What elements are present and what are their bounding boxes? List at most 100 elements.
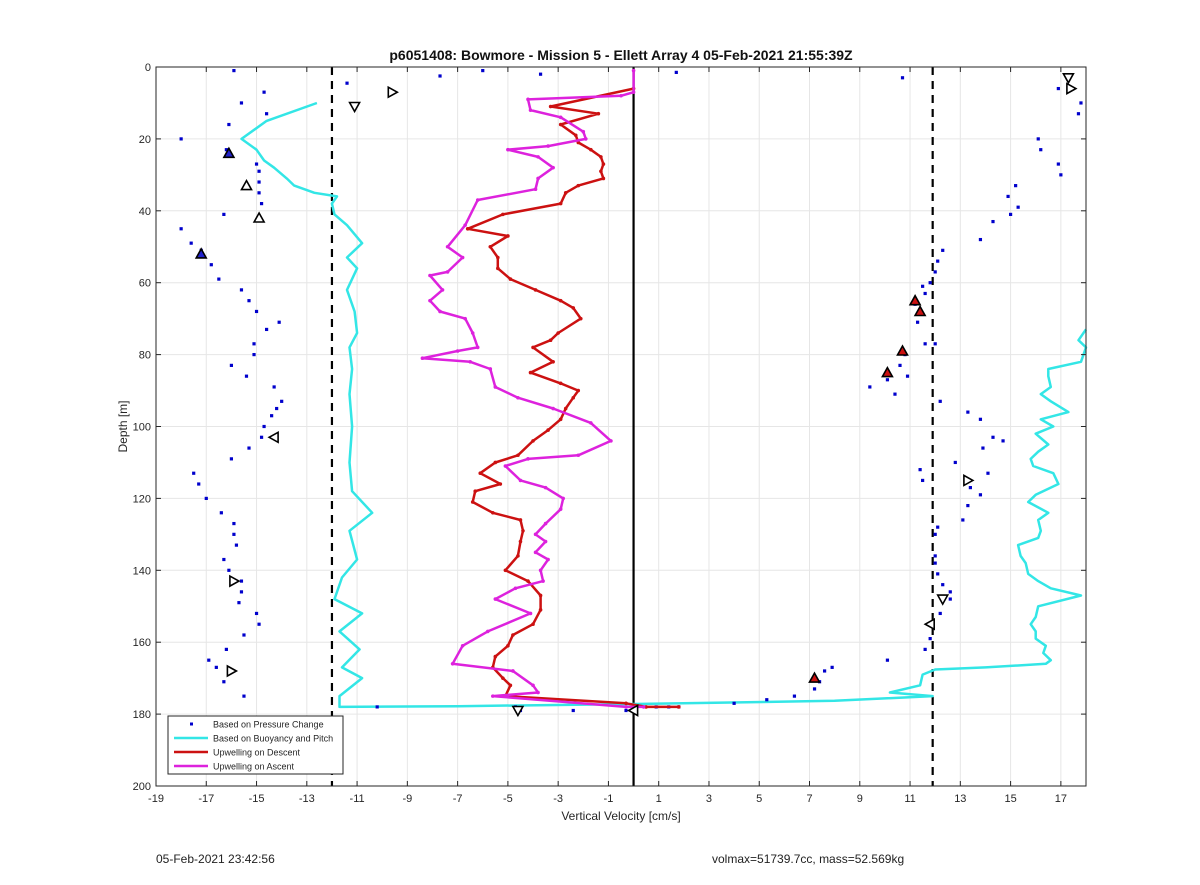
pressure-point [204, 496, 208, 500]
pressure-point [1056, 86, 1060, 91]
series-point [596, 111, 601, 116]
series-point [531, 683, 535, 688]
series-point [475, 198, 480, 202]
pressure-point [936, 259, 940, 263]
triangle-marker [511, 705, 525, 718]
pressure-point [1014, 184, 1018, 188]
pressure-point [921, 478, 925, 483]
pressure-point [254, 162, 259, 166]
pressure-point [209, 263, 213, 267]
pressure-point [252, 353, 256, 357]
pressure-point [948, 597, 952, 601]
pressure-point [224, 647, 228, 651]
pressure-point [242, 694, 246, 698]
pressure-point [900, 76, 905, 80]
series-point [548, 338, 553, 343]
series-point [516, 554, 520, 558]
series-point [493, 385, 498, 389]
series-point [440, 288, 445, 292]
legend-label: Based on Pressure Change [213, 720, 324, 730]
series-point [533, 187, 538, 192]
series-point [516, 453, 520, 458]
pressure-point [948, 590, 952, 594]
pressure-point [571, 708, 575, 713]
pressure-point [933, 342, 937, 346]
series-point [513, 586, 518, 591]
series-point [631, 90, 636, 94]
pressure-point [885, 378, 890, 382]
y-tick-label: 160 [133, 637, 151, 649]
series-point [503, 464, 508, 468]
pressure-point [941, 583, 945, 587]
triangle-marker [1066, 82, 1078, 95]
pressure-point [1076, 112, 1081, 116]
ascent-series [420, 68, 646, 709]
triangle-marker [240, 178, 253, 191]
pressure-point [978, 493, 983, 497]
series-point [538, 608, 543, 612]
pressure-point [227, 568, 231, 572]
series-point [541, 579, 545, 583]
series-point [496, 255, 500, 260]
footer-timestamp: 05-Feb-2021 23:42:56 [156, 852, 275, 866]
series-point [516, 395, 520, 400]
series-point [445, 244, 450, 249]
pressure-point [224, 148, 228, 152]
triangle-marker [387, 85, 399, 99]
x-tick-label: 17 [1055, 793, 1067, 805]
series-point [644, 705, 648, 709]
pressure-point [966, 503, 970, 508]
triangle-marker [226, 664, 239, 678]
pressure-point [928, 281, 932, 285]
legend: Based on Pressure Change Based on Buoyanc… [167, 715, 344, 775]
series-point [511, 669, 515, 673]
triangle-marker [348, 101, 361, 114]
pressure-point [812, 687, 817, 691]
series-point [558, 298, 563, 303]
pressure-point [219, 511, 223, 515]
pressure-point [1006, 194, 1010, 199]
series-point [420, 356, 425, 360]
pressure-point [1016, 205, 1020, 209]
x-tick-label: 15 [1004, 793, 1016, 805]
series-point [556, 331, 560, 335]
x-tick-label: 7 [806, 793, 812, 805]
series-point [601, 176, 606, 181]
pressure-point [222, 557, 226, 562]
series-point [578, 316, 583, 321]
series-layer [179, 68, 1088, 713]
pressure-point [234, 543, 239, 547]
series-point [488, 367, 493, 371]
series-point [491, 694, 495, 698]
x-tick-label: -11 [350, 793, 365, 805]
series-point [619, 93, 623, 98]
pressure-point [254, 611, 259, 616]
x-tick-label: 1 [656, 793, 662, 805]
series-point [533, 288, 538, 292]
series-point [543, 539, 548, 544]
pressure-point [933, 554, 937, 558]
pressure-point [1008, 212, 1013, 216]
pressure-point [262, 424, 266, 429]
series-point [536, 690, 540, 695]
series-point [538, 568, 543, 573]
triangle-marker [808, 671, 821, 683]
pressure-point [933, 561, 937, 565]
buoyancy-pitch-series [240, 101, 1088, 709]
pressure-point [257, 180, 261, 184]
pressure-point [538, 72, 543, 76]
pressure-point [197, 482, 201, 486]
pressure-point [1079, 101, 1083, 105]
y-tick-label: 140 [133, 565, 151, 577]
legend-swatch [190, 722, 193, 726]
series-point [601, 162, 606, 166]
series-point [624, 701, 628, 706]
series-point [571, 395, 576, 400]
series-point [493, 654, 498, 659]
y-tick-label: 200 [133, 781, 151, 793]
series-point [533, 532, 538, 537]
y-tick-label: 120 [133, 493, 151, 505]
triangle-marker [896, 344, 909, 356]
pressure-point [227, 122, 231, 127]
buoyancy-pitch-series-line [240, 101, 1088, 709]
